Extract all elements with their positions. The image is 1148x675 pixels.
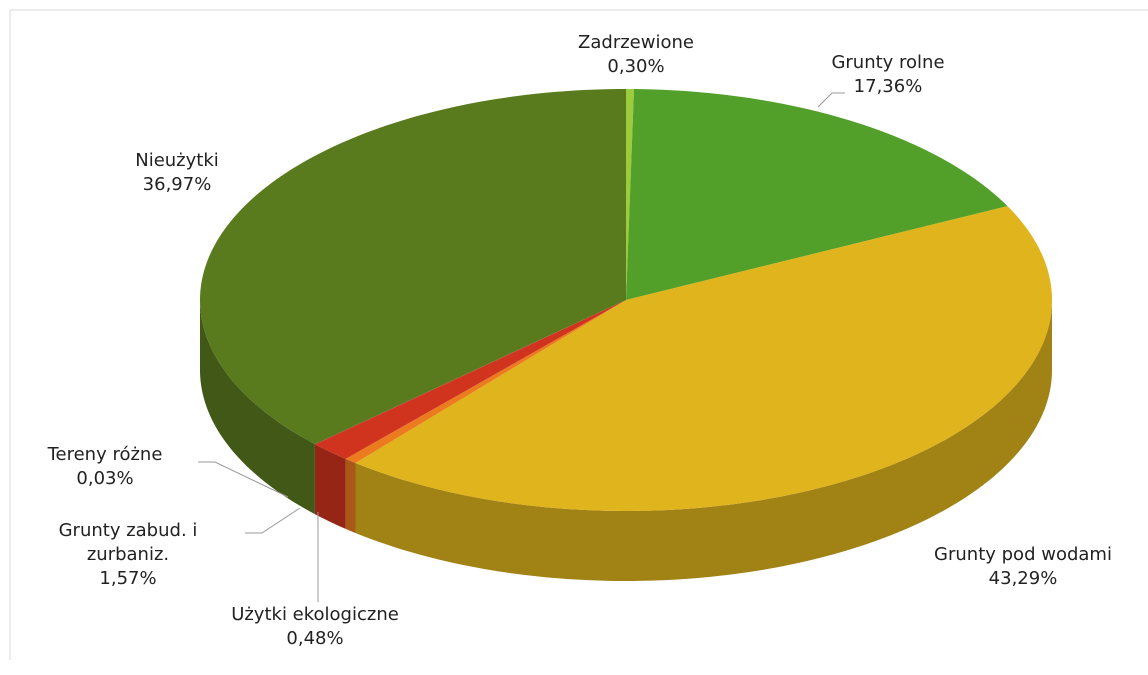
slice [345, 300, 626, 464]
label-value: 36,97% [142, 174, 212, 195]
label-category: Grunty rolne [831, 52, 945, 73]
label-value: 17,36% [853, 76, 923, 97]
label-value: 0,30% [607, 56, 665, 77]
label-category: Tereny różne [47, 444, 163, 465]
label-category: Grunty zabud. i zurbaniz. [58, 520, 198, 565]
data-label: Grunty rolne 17,36% [831, 51, 944, 99]
label-category: Grunty pod wodami [934, 544, 1112, 565]
label-value: 1,57% [99, 568, 157, 589]
data-label: Grunty zabud. i zurbaniz. 1,57% [43, 519, 213, 591]
leader-line [245, 507, 301, 534]
data-label: Nieużytki 36,97% [135, 149, 219, 197]
data-label: Grunty pod wodami 43,29% [934, 543, 1112, 591]
leader-line [817, 92, 845, 108]
slice-side [345, 458, 356, 533]
slice [355, 206, 1052, 511]
label-category: Użytki ekologiczne [231, 604, 399, 625]
slice [626, 89, 635, 300]
data-label: Tereny różne 0,03% [48, 443, 163, 491]
slice-side [314, 444, 316, 515]
label-category: Nieużytki [135, 150, 219, 171]
label-value: 0,48% [286, 628, 344, 649]
slice-side [200, 300, 315, 515]
slice [200, 89, 626, 445]
slice-side [315, 444, 346, 529]
slice-side [355, 300, 1053, 581]
data-label: Zadrzewione 0,30% [578, 31, 694, 79]
data-label: Użytki ekologiczne 0,48% [231, 603, 399, 651]
slice [314, 300, 626, 445]
label-category: Zadrzewione [578, 32, 694, 53]
label-value: 43,29% [988, 568, 1058, 589]
slice [626, 89, 1008, 301]
leader-line [198, 461, 289, 498]
label-value: 0,03% [76, 468, 134, 489]
slice [315, 300, 626, 459]
